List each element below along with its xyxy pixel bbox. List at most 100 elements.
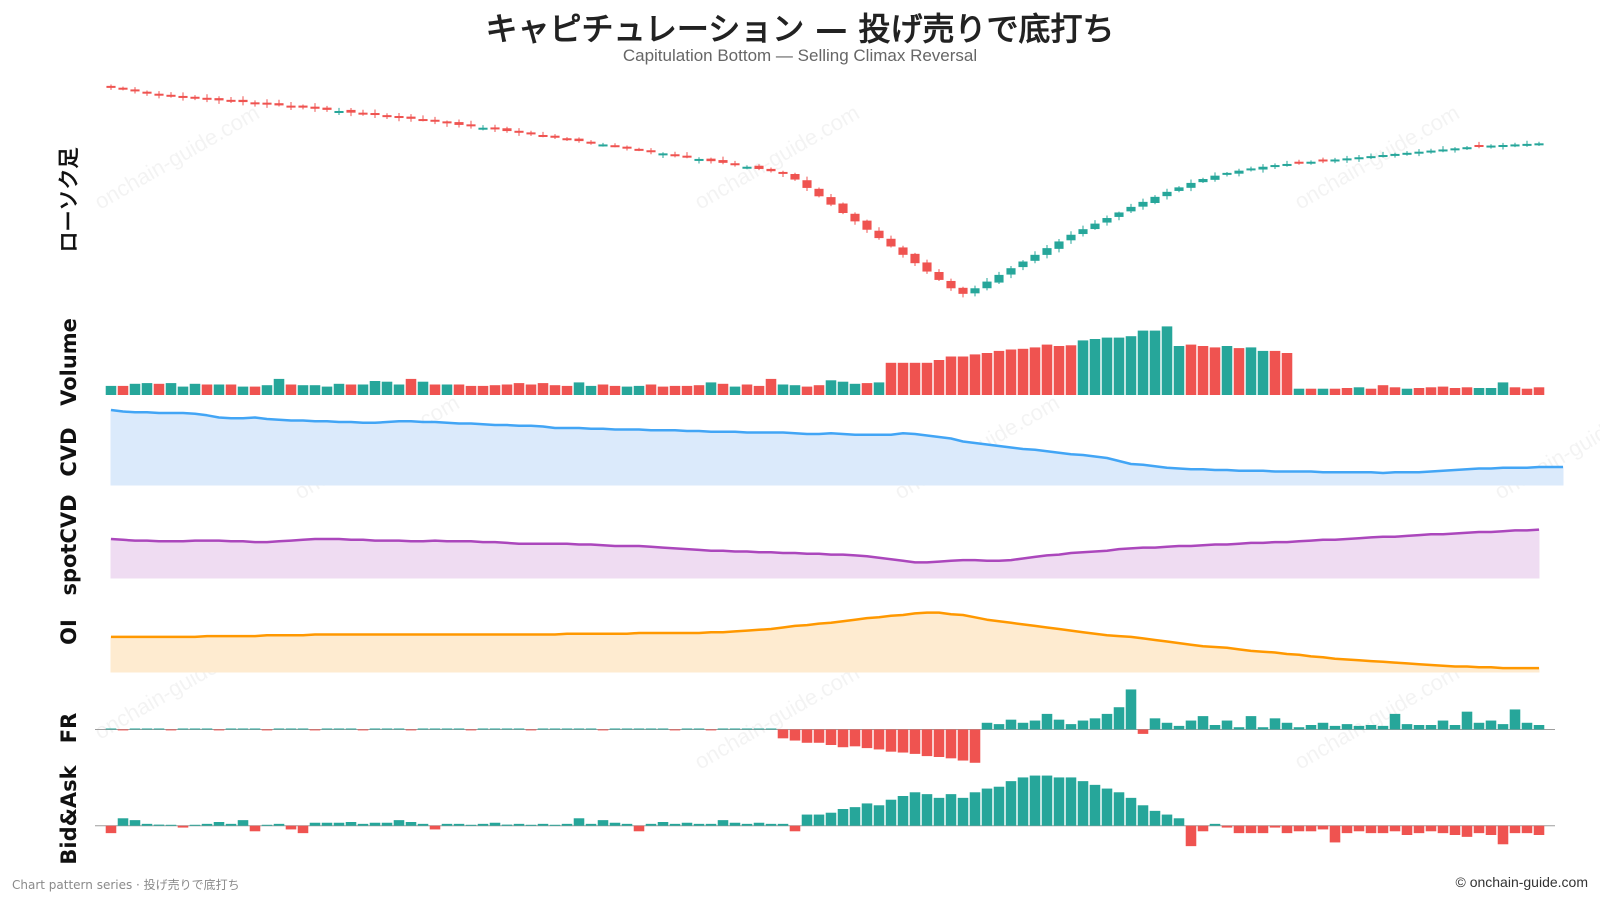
- candle-body: [934, 272, 944, 280]
- bar: [1077, 720, 1089, 730]
- bar: [297, 825, 309, 834]
- panel-6: Bid&Ask: [57, 764, 1555, 865]
- candle-body: [1270, 165, 1280, 168]
- bar: [549, 385, 561, 395]
- bar: [573, 382, 585, 395]
- bar: [321, 822, 333, 826]
- bar: [657, 728, 669, 730]
- bar: [285, 384, 297, 395]
- bar: [105, 825, 117, 834]
- bar: [645, 823, 657, 826]
- bar: [753, 385, 765, 395]
- bar: [1269, 825, 1281, 828]
- bar: [549, 728, 561, 730]
- bar: [549, 824, 561, 826]
- candle-body: [1246, 168, 1256, 171]
- bar: [849, 729, 861, 747]
- bar: [345, 728, 357, 730]
- bar: [345, 384, 357, 395]
- bar: [537, 823, 549, 826]
- candle-body: [838, 203, 848, 214]
- bar: [969, 354, 981, 395]
- bar: [873, 729, 885, 750]
- candle-body: [418, 119, 428, 122]
- bar: [141, 383, 153, 395]
- bar: [1533, 725, 1545, 730]
- bar: [813, 814, 825, 826]
- bar: [273, 378, 285, 395]
- candle-body: [1426, 150, 1436, 153]
- candle-body: [910, 253, 920, 264]
- bar: [501, 824, 513, 826]
- bar: [381, 381, 393, 395]
- candle-body: [1174, 187, 1184, 191]
- candle-body: [442, 121, 452, 124]
- bar: [1053, 777, 1065, 826]
- bar: [1137, 729, 1149, 734]
- bar: [1197, 825, 1209, 832]
- candle-body: [922, 262, 932, 272]
- bar: [1329, 825, 1341, 843]
- candle-body: [670, 154, 680, 157]
- bar: [969, 729, 981, 763]
- bar: [1509, 825, 1521, 834]
- bar: [261, 824, 273, 826]
- bar: [333, 728, 345, 730]
- bar: [441, 384, 453, 395]
- bar: [165, 824, 177, 826]
- bar: [393, 820, 405, 826]
- bar: [1497, 724, 1509, 730]
- bar: [573, 818, 585, 826]
- bar: [273, 823, 285, 826]
- candle-body: [646, 150, 656, 153]
- bar: [213, 729, 225, 731]
- candle-body: [490, 127, 500, 130]
- bar: [165, 383, 177, 395]
- panel-3: spotCVD: [57, 494, 1540, 596]
- bar: [1077, 340, 1089, 395]
- bar: [1125, 797, 1137, 826]
- panel-label: CVD: [57, 427, 81, 476]
- bar: [717, 383, 729, 395]
- bar: [1065, 345, 1077, 395]
- candle-body: [982, 281, 992, 289]
- bar: [609, 385, 621, 395]
- candle-body: [634, 148, 644, 151]
- bar: [1017, 777, 1029, 826]
- bar: [189, 728, 201, 730]
- bar: [297, 728, 309, 730]
- candle-body: [682, 155, 692, 158]
- bar: [129, 820, 141, 826]
- bar: [597, 729, 609, 731]
- bar: [249, 825, 261, 832]
- bar: [1389, 825, 1401, 832]
- bar: [153, 824, 165, 826]
- bar: [249, 728, 261, 730]
- bar: [669, 385, 681, 395]
- bar: [825, 380, 837, 395]
- bar: [357, 729, 369, 731]
- bar: [1305, 388, 1317, 395]
- bar: [393, 728, 405, 730]
- panel-4: OI: [57, 611, 1540, 673]
- bar: [1269, 718, 1281, 730]
- bar: [117, 385, 129, 395]
- bar: [933, 360, 945, 395]
- bar: [1221, 825, 1233, 828]
- bar: [1341, 825, 1353, 834]
- bar: [801, 386, 813, 395]
- bar: [1461, 825, 1473, 837]
- candle-body: [106, 85, 116, 88]
- candle-body: [562, 138, 572, 141]
- bar: [669, 823, 681, 826]
- bar: [789, 385, 801, 395]
- bar: [753, 822, 765, 826]
- bar: [657, 822, 669, 826]
- bar: [849, 807, 861, 826]
- bar: [441, 823, 453, 826]
- bar: [501, 384, 513, 395]
- bar: [777, 729, 789, 739]
- bar: [1245, 716, 1257, 730]
- bar: [633, 728, 645, 730]
